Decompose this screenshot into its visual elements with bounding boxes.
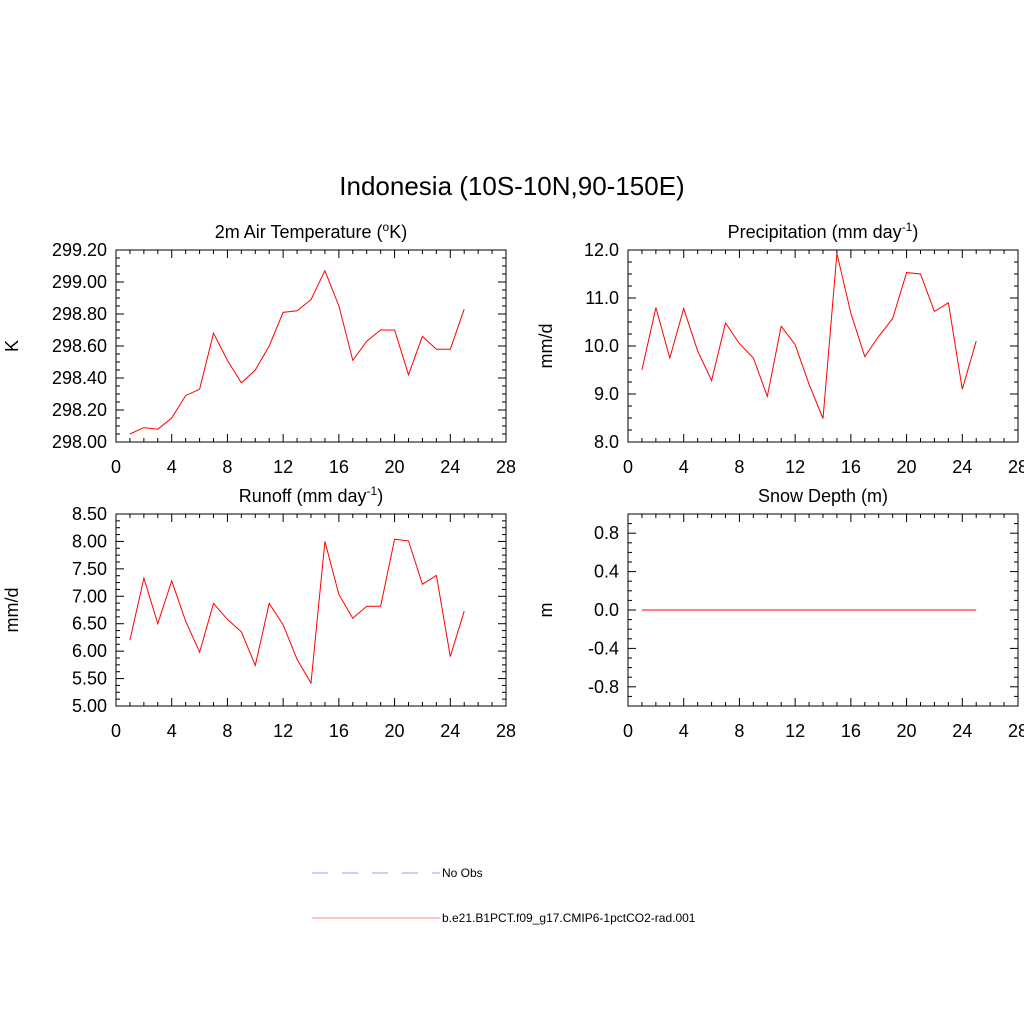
x-tick-label: 0	[623, 721, 633, 741]
panel-title: Runoff (mm day-1)	[239, 484, 383, 506]
x-tick-label: 12	[273, 457, 293, 477]
panels: 0 4 8 12 16 20 24 28 298.00 298.20 298.40 298.60 298…	[2, 220, 1024, 741]
panel-precipitation: 0 4 8 12 16 20 24 28 8.0 9.0 10.0 11.0 12.0 mm/d Preci…	[536, 220, 1024, 477]
y-tick-label: 0.4	[594, 562, 619, 582]
y-tick-label: 298.60	[52, 336, 107, 356]
x-tick-label: 28	[496, 721, 516, 741]
series-line-runoff	[129, 538, 465, 685]
y-tick-label: 10.0	[584, 336, 619, 356]
x-tick-label: 8	[222, 721, 232, 741]
x-tick-label: 4	[679, 457, 689, 477]
y-tick-label: 299.20	[52, 240, 107, 260]
x-tick-label: 24	[952, 721, 972, 741]
x-tick-label: 24	[440, 457, 460, 477]
y-tick-label: 6.00	[72, 641, 107, 661]
x-tick-label: 12	[273, 721, 293, 741]
x-tick-label: 20	[385, 721, 405, 741]
x-tick-label: 28	[1008, 721, 1024, 741]
series-line-air-temperature	[129, 269, 465, 435]
y-tick-label: 8.0	[594, 432, 619, 452]
legend: No Obs b.e21.B1PCT.f09_g17.CMIP6-1pctCO2…	[312, 866, 696, 925]
x-tick-label: 24	[440, 721, 460, 741]
y-tick-label: 12.0	[584, 240, 619, 260]
y-tick-label: 7.50	[72, 559, 107, 579]
panel-title: 2m Air Temperature (oK)	[215, 220, 407, 242]
x-tick-label: 20	[385, 457, 405, 477]
x-tick-label: 28	[1008, 457, 1024, 477]
y-tick-label: 7.00	[72, 586, 107, 606]
x-tick-label: 0	[111, 457, 121, 477]
y-tick-label: 298.00	[52, 432, 107, 452]
plot-frame	[115, 513, 507, 707]
panel-snow-depth: 0 4 8 12 16 20 24 28 -0.8 -0.4 0.0 0.4 0.8 m Snow Dept…	[536, 486, 1024, 741]
x-tick-label: 20	[897, 457, 917, 477]
y-tick-label: 8.00	[72, 531, 107, 551]
x-tick-label: 4	[679, 721, 689, 741]
y-tick-label: 0.0	[594, 600, 619, 620]
y-tick-label: 11.0	[585, 288, 619, 308]
y-tick-label: 299.00	[52, 272, 107, 292]
x-tick-label: 16	[841, 457, 861, 477]
panel-runoff: 0 4 8 12 16 20 24 28 5.00 5.50 6.00 6.50 7.00 7.50 8.0…	[2, 484, 516, 741]
panel-title: Snow Depth (m)	[758, 486, 888, 506]
x-tick-label: 4	[167, 721, 177, 741]
y-axis-label: m	[536, 603, 556, 618]
x-tick-label: 16	[329, 457, 349, 477]
x-tick-label: 20	[897, 721, 917, 741]
x-tick-label: 12	[785, 721, 805, 741]
y-tick-label: -0.8	[588, 677, 619, 697]
x-tick-label: 0	[623, 457, 633, 477]
x-tick-label: 12	[785, 457, 805, 477]
y-axis-label: K	[2, 340, 22, 352]
y-tick-label: 0.8	[594, 523, 619, 543]
y-tick-label: 9.0	[594, 384, 619, 404]
x-tick-label: 0	[111, 721, 121, 741]
y-tick-label: 298.80	[52, 304, 107, 324]
y-axis-label: mm/d	[2, 588, 22, 633]
legend-label-no-obs: No Obs	[442, 866, 483, 880]
y-tick-label: 5.50	[72, 669, 107, 689]
x-tick-label: 8	[222, 457, 232, 477]
x-tick-label: 8	[734, 721, 744, 741]
y-tick-label: 8.50	[72, 504, 107, 524]
series-line-precipitation	[641, 253, 977, 419]
y-tick-label: 5.00	[72, 696, 107, 716]
y-tick-label: 298.20	[52, 400, 107, 420]
x-tick-label: 28	[496, 457, 516, 477]
panel-title: Precipitation (mm day-1)	[728, 220, 919, 242]
figure-title: Indonesia (10S-10N,90-150E)	[339, 171, 684, 201]
x-tick-label: 16	[841, 721, 861, 741]
x-tick-label: 16	[329, 721, 349, 741]
panel-air-temperature: 0 4 8 12 16 20 24 28 298.00 298.20 298.40 298.60 298…	[2, 220, 516, 477]
y-tick-label: -0.4	[588, 638, 619, 658]
x-tick-label: 24	[952, 457, 972, 477]
x-tick-label: 8	[734, 457, 744, 477]
x-tick-label: 4	[167, 457, 177, 477]
y-axis-label: mm/d	[536, 324, 556, 369]
y-tick-label: 6.50	[72, 614, 107, 634]
legend-label-model-run: b.e21.B1PCT.f09_g17.CMIP6-1pctCO2-rad.00…	[442, 911, 696, 925]
y-tick-label: 298.40	[52, 368, 107, 388]
